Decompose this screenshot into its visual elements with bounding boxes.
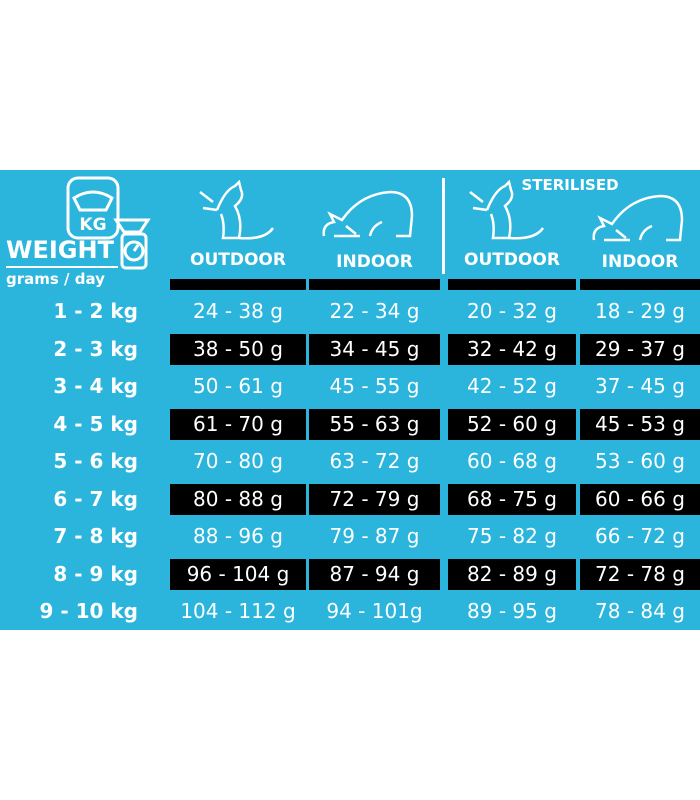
header-bar — [309, 279, 440, 290]
column-header-sterilised-indoor: INDOOR — [601, 252, 679, 272]
weight-cell: 3 - 4 kg — [53, 374, 138, 398]
weight-underline — [6, 266, 118, 268]
value-cell: 20 - 32 g — [467, 299, 557, 323]
weight-cell: 8 - 9 kg — [53, 561, 138, 586]
value-cell: 89 - 95 g — [467, 599, 557, 623]
sterilised-outdoor-cat-icon — [469, 180, 545, 240]
table-row: 2 - 3 kg 38 - 50 g 34 - 45 g 32 - 42 g 29 - … — [0, 331, 700, 369]
table-row: 7 - 8 kg 88 - 96 g 79 - 87 g 75 - 82 g 66 - … — [0, 518, 700, 556]
weight-cell: 6 - 7 kg — [53, 486, 138, 511]
sterilised-label: STERILISED — [521, 176, 619, 194]
feeding-table: KG WEIGHT grams / day STERILISED OUTDOOR… — [0, 170, 700, 630]
value-cell: 87 - 94 g — [309, 558, 440, 590]
value-cell: 42 - 52 g — [467, 374, 557, 398]
value-cell: 60 - 68 g — [467, 449, 557, 473]
weight-cell: 7 - 8 kg — [53, 524, 138, 548]
value-cell: 82 - 89 g — [448, 558, 576, 590]
value-cell: 29 - 37 g — [580, 333, 700, 365]
value-cell: 24 - 38 g — [193, 299, 283, 323]
value-cell: 104 - 112 g — [180, 599, 296, 623]
sterilised-divider — [442, 178, 445, 274]
outdoor-cat-icon — [199, 180, 275, 240]
value-cell: 45 - 53 g — [580, 408, 700, 440]
unit-label: grams / day — [6, 270, 105, 288]
value-cell: 32 - 42 g — [448, 333, 576, 365]
weight-cell: 2 - 3 kg — [53, 336, 138, 361]
table-row: 9 - 10 kg 104 - 112 g 94 - 101g 89 - 95 g 78… — [0, 593, 700, 631]
value-cell: 78 - 84 g — [595, 599, 685, 623]
table-row: 4 - 5 kg 61 - 70 g 55 - 63 g 52 - 60 g 45 - … — [0, 406, 700, 444]
weight-cell: 9 - 10 kg — [39, 599, 138, 623]
column-header-outdoor: OUTDOOR — [190, 250, 286, 270]
value-cell: 60 - 66 g — [580, 483, 700, 515]
value-cell: 70 - 80 g — [193, 449, 283, 473]
table-row: 8 - 9 kg 96 - 104 g 87 - 94 g 82 - 89 g 72 -… — [0, 556, 700, 594]
value-cell: 45 - 55 g — [329, 374, 420, 398]
weight-cell: 5 - 6 kg — [53, 449, 138, 473]
weight-label: WEIGHT — [6, 236, 114, 264]
value-cell: 50 - 61 g — [193, 374, 283, 398]
value-cell: 22 - 34 g — [329, 299, 420, 323]
table-row: 6 - 7 kg 80 - 88 g 72 - 79 g 68 - 75 g 60 - … — [0, 481, 700, 519]
header-bar — [170, 279, 306, 290]
table-row: 3 - 4 kg 50 - 61 g 45 - 55 g 42 - 52 g 37 - … — [0, 368, 700, 406]
value-cell: 55 - 63 g — [309, 408, 440, 440]
sterilised-indoor-cat-icon — [592, 194, 684, 242]
value-cell: 63 - 72 g — [329, 449, 420, 473]
value-cell: 53 - 60 g — [595, 449, 685, 473]
value-cell: 68 - 75 g — [448, 483, 576, 515]
value-cell: 66 - 72 g — [595, 524, 685, 548]
value-cell: 37 - 45 g — [595, 374, 685, 398]
value-cell: 18 - 29 g — [595, 299, 685, 323]
table-row: 5 - 6 kg 70 - 80 g 63 - 72 g 60 - 68 g 53 - … — [0, 443, 700, 481]
value-cell: 72 - 78 g — [580, 558, 700, 590]
table-row: 1 - 2 kg 24 - 38 g 22 - 34 g 20 - 32 g 18 - … — [0, 293, 700, 331]
value-cell: 80 - 88 g — [170, 483, 306, 515]
value-cell: 61 - 70 g — [170, 408, 306, 440]
weight-cell: 1 - 2 kg — [53, 299, 138, 323]
value-cell: 34 - 45 g — [309, 333, 440, 365]
weight-cell: 4 - 5 kg — [53, 411, 138, 436]
value-cell: 96 - 104 g — [170, 558, 306, 590]
value-cell: 94 - 101g — [326, 599, 423, 623]
svg-text:KG: KG — [79, 215, 106, 235]
value-cell: 52 - 60 g — [448, 408, 576, 440]
indoor-cat-icon — [322, 190, 414, 238]
header-bar — [448, 279, 576, 290]
column-header-indoor: INDOOR — [336, 252, 413, 272]
header-bar — [580, 279, 700, 290]
value-cell: 88 - 96 g — [193, 524, 283, 548]
value-cell: 75 - 82 g — [467, 524, 557, 548]
scale-icon: KG — [66, 176, 151, 270]
column-header-sterilised-outdoor: OUTDOOR — [464, 250, 560, 270]
value-cell: 79 - 87 g — [329, 524, 420, 548]
value-cell: 38 - 50 g — [170, 333, 306, 365]
value-cell: 72 - 79 g — [309, 483, 440, 515]
